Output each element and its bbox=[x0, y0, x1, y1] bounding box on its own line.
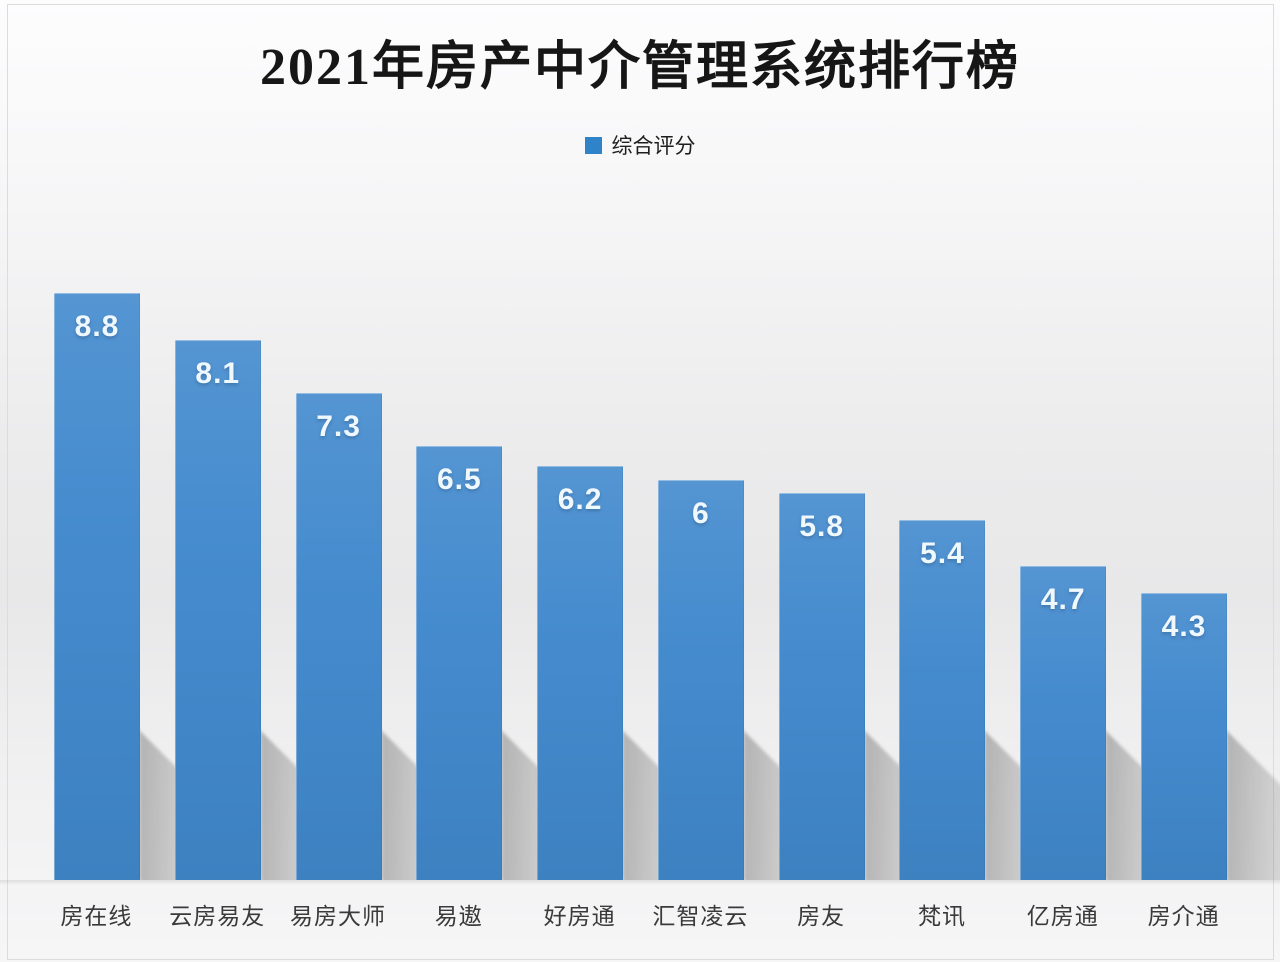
bar-value-label: 4.7 bbox=[1040, 583, 1086, 616]
bar: 4.3 bbox=[1141, 593, 1228, 880]
x-axis-label: 房友 bbox=[797, 903, 846, 929]
bar-value-label: 7.3 bbox=[316, 410, 361, 443]
bar: 5.8 bbox=[778, 493, 865, 880]
bar: 8.8 bbox=[54, 293, 140, 880]
bar: 6.5 bbox=[416, 446, 503, 880]
bar-value-label: 8.8 bbox=[74, 310, 120, 343]
bar: 4.7 bbox=[1020, 566, 1107, 880]
bar: 5.4 bbox=[899, 520, 986, 880]
bar-value-label: 5.4 bbox=[920, 537, 965, 570]
bar-perspective-shadow bbox=[1226, 730, 1280, 880]
x-axis-labels: 房在线 云房易友 易房大师 易遨 好房通 汇智凌云 房友 梵讯 亿房通 房介通 bbox=[36, 897, 1244, 931]
x-axis-label: 房介通 bbox=[1147, 903, 1220, 929]
x-axis-label: 梵讯 bbox=[917, 903, 966, 929]
x-axis-label: 云房易友 bbox=[169, 903, 266, 929]
x-axis-label: 汇智凌云 bbox=[652, 903, 749, 929]
chart-legend: 综合评分 bbox=[0, 130, 1280, 160]
chart-title: 2021年房产中介管理系统排行榜 bbox=[259, 39, 1020, 96]
bar: 8.1 bbox=[174, 340, 261, 880]
bar: 6 bbox=[657, 480, 744, 880]
bar-value-label: 5.8 bbox=[799, 510, 845, 543]
bar-value-label: 6.2 bbox=[557, 483, 603, 516]
x-axis-label: 亿房通 bbox=[1026, 903, 1099, 929]
baseline-floor-shadow bbox=[0, 880, 1280, 885]
x-axis-label: 易遨 bbox=[434, 903, 483, 929]
bar-value-label: 6.5 bbox=[436, 463, 482, 496]
x-axis-label: 好房通 bbox=[543, 903, 616, 929]
plot-area: 8.8 8.1 7.3 6.5 6.2 6 5.8 5.4 4.7 4.3 bbox=[0, 293, 1280, 880]
bar: 6.2 bbox=[537, 466, 624, 880]
bar: 7.3 bbox=[295, 393, 382, 880]
bar-value-label: 4.3 bbox=[1161, 610, 1207, 643]
x-axis-label: 房在线 bbox=[60, 903, 133, 929]
bar-value-label: 8.1 bbox=[195, 357, 241, 390]
bar-value-label: 6 bbox=[692, 497, 710, 530]
legend-swatch-icon bbox=[584, 136, 602, 154]
x-axis-label: 易房大师 bbox=[289, 903, 386, 929]
legend-label: 综合评分 bbox=[611, 135, 696, 158]
